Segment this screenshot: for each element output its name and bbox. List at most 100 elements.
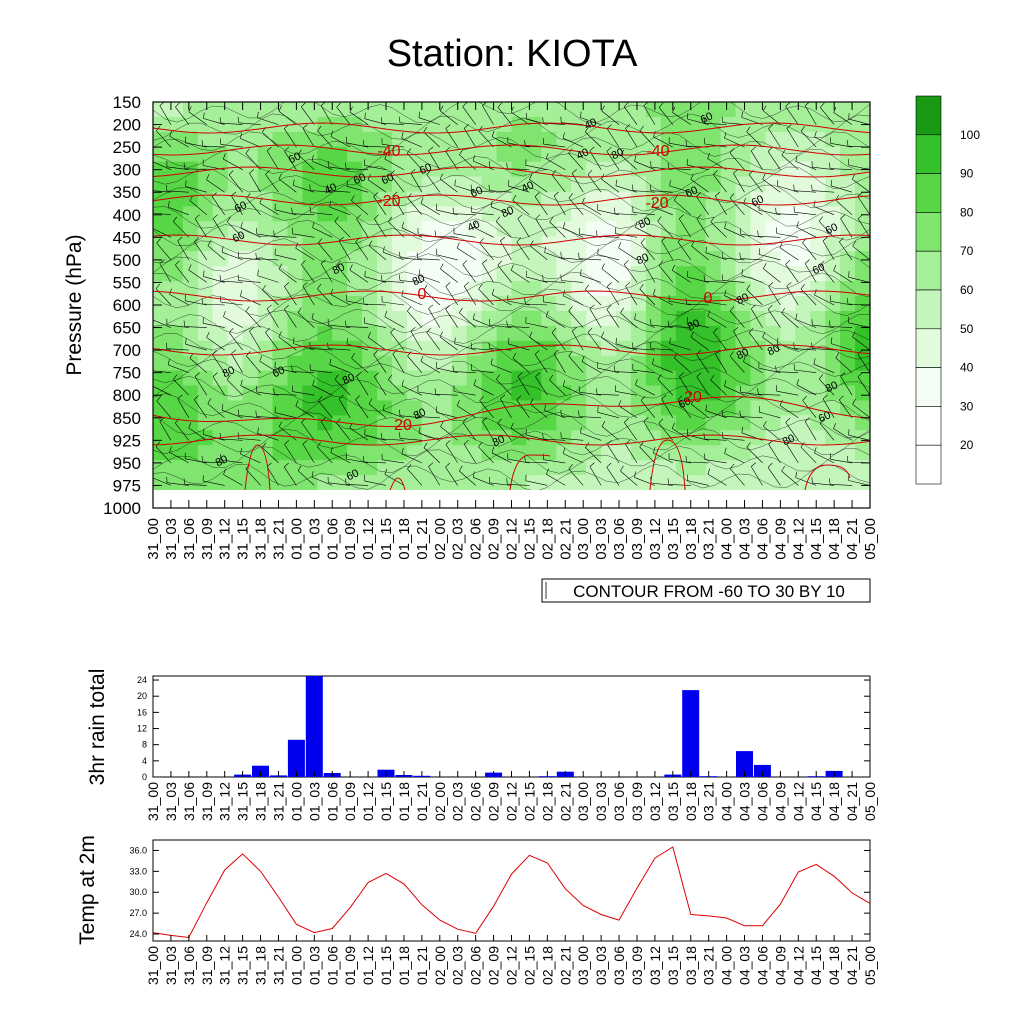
wind-barb-shaft xyxy=(383,410,405,419)
wind-barb-shaft xyxy=(650,482,673,486)
wind-barb-shaft xyxy=(620,470,638,486)
humidity-cell xyxy=(362,460,378,476)
wind-barb-shaft xyxy=(220,144,243,148)
humidity-cell xyxy=(825,266,841,282)
humidity-cell xyxy=(795,445,811,461)
wind-barb-shaft xyxy=(848,164,870,170)
wind-barb-shaft xyxy=(262,289,279,306)
humidity-cell xyxy=(601,325,617,342)
wind-barb-flag xyxy=(206,331,210,338)
wind-barb-shaft xyxy=(781,312,799,328)
humidity-contour-label: 80 xyxy=(221,364,237,380)
wind-barb-flag xyxy=(793,184,795,191)
wind-barb-shaft xyxy=(203,480,225,486)
humidity-cell xyxy=(182,102,199,118)
time-tick-label: 01_06 xyxy=(324,518,341,560)
humidity-cell xyxy=(705,370,722,387)
wind-barb-flag xyxy=(221,246,224,253)
wind-barb-shaft xyxy=(635,384,656,396)
humidity-contour-label: 80 xyxy=(491,433,507,449)
wind-barb-shaft xyxy=(410,330,423,351)
humidity-cell xyxy=(436,102,453,118)
wind-barb-shaft xyxy=(530,403,548,419)
humidity-cell xyxy=(810,176,826,193)
temperature-contours xyxy=(153,122,870,490)
time-tick-label: 02_00 xyxy=(432,782,448,821)
humidity-cell xyxy=(153,460,169,476)
humidity-cell xyxy=(810,310,826,327)
wind-barb-shaft xyxy=(349,102,351,103)
wind-barb-shaft xyxy=(311,160,333,170)
humidity-cell xyxy=(451,131,468,148)
humidity-cell xyxy=(541,340,557,357)
humidity-cell xyxy=(675,355,692,372)
wind-barb-shaft xyxy=(786,128,799,148)
humidity-cell xyxy=(302,281,318,297)
wind-barb-flag xyxy=(327,342,329,349)
humidity-cell xyxy=(167,236,184,252)
humidity-cell xyxy=(167,340,184,357)
wind-barb-shaft xyxy=(517,218,530,238)
temperature-contour-line xyxy=(244,444,271,490)
wind-barb-shaft xyxy=(740,258,763,261)
humidity-contour-label: 40 xyxy=(520,179,536,195)
wind-barb-shaft xyxy=(418,275,440,283)
humidity-cell xyxy=(451,266,468,282)
humidity-cell xyxy=(855,251,870,267)
humidity-contour-label: 60 xyxy=(233,199,249,215)
humidity-cell xyxy=(511,325,528,342)
wind-barb-flag xyxy=(219,275,221,282)
wind-barb-flag xyxy=(657,374,662,380)
humidity-cell xyxy=(496,430,513,446)
wind-barb-flag xyxy=(767,146,773,152)
wind-barb-shaft xyxy=(482,421,494,441)
time-tick-label: 04_21 xyxy=(844,518,861,560)
humidity-cell xyxy=(302,370,318,387)
wind-barb-flag xyxy=(685,298,687,305)
wind-barb-flag xyxy=(802,80,806,85)
humidity-cell xyxy=(810,430,826,446)
humidity-cell xyxy=(601,236,617,252)
time-tick-label: 03_15 xyxy=(665,518,682,560)
humidity-cell xyxy=(242,415,259,431)
humidity-cell xyxy=(153,325,169,342)
humidity-cell xyxy=(287,430,303,446)
humidity-cell xyxy=(810,325,826,342)
wind-barb-shaft xyxy=(819,423,835,441)
humidity-cell xyxy=(496,146,513,163)
humidity-cell xyxy=(421,102,438,118)
wind-barb-flag xyxy=(457,85,459,91)
wind-barb-shaft xyxy=(686,303,709,306)
wind-barb-flag xyxy=(721,116,723,123)
wind-barb-flag xyxy=(316,441,322,447)
wind-barb-flag xyxy=(428,146,434,152)
wind-barb-flag xyxy=(542,117,544,124)
wind-barb-shaft xyxy=(310,370,333,373)
humidity-cell xyxy=(436,146,453,163)
wind-barb-shaft xyxy=(543,143,566,148)
wind-barb-shaft xyxy=(848,322,870,328)
time-tick-label: 03_15 xyxy=(665,946,681,985)
humidity-cell xyxy=(780,221,796,237)
humidity-cell xyxy=(257,266,274,282)
wind-barb-shaft xyxy=(640,400,656,418)
humidity-cell xyxy=(601,296,617,312)
wind-barb-flag xyxy=(221,404,224,411)
humidity-cell xyxy=(556,266,572,282)
legend-swatch xyxy=(915,367,942,407)
humidity-cell xyxy=(645,355,662,372)
humidity-cell xyxy=(840,385,856,402)
wind-barb-shaft xyxy=(453,213,476,216)
humidity-cell xyxy=(466,236,483,252)
humidity-cell xyxy=(167,266,184,282)
humidity-cell xyxy=(795,251,811,267)
wind-barb-flag xyxy=(800,126,805,132)
wind-barb-flag xyxy=(679,214,684,219)
humidity-cell xyxy=(332,400,348,416)
humidity-cell xyxy=(556,161,572,178)
humidity-cell xyxy=(466,161,483,178)
wind-barb-flag xyxy=(470,342,472,349)
wind-barb-shaft xyxy=(831,343,853,351)
humidity-cell xyxy=(242,131,259,148)
humidity-cell xyxy=(780,191,796,208)
